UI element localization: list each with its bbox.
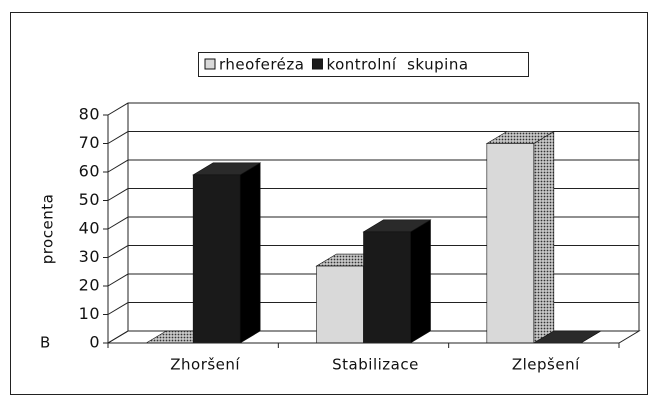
legend-box [198, 52, 529, 77]
y-tick-label: 60 [79, 162, 100, 181]
bar [485, 130, 555, 344]
x-tick-label: Zhoršení [170, 356, 240, 374]
bar-side [533, 130, 555, 344]
x-tick-label: Zlepšení [512, 356, 580, 374]
bar-front [486, 143, 535, 344]
y-tick-label: 10 [79, 304, 100, 323]
y-tick-label: 30 [79, 247, 100, 266]
legend-label: rheoferéza [219, 56, 304, 74]
y-tick-label: 0 [89, 333, 100, 352]
legend-swatch [204, 58, 216, 70]
bar [192, 162, 262, 344]
y-tick-label: 20 [79, 276, 100, 295]
legend-swatch [311, 58, 323, 70]
bar-front [192, 174, 241, 344]
bar-side [410, 219, 431, 344]
legend-label: kontrolní skupina [326, 56, 468, 74]
bar-front [316, 265, 364, 344]
y-tick-label: 50 [79, 190, 100, 209]
bar-side [239, 162, 261, 344]
y-tick-label: 80 [79, 105, 100, 124]
bar-front [363, 231, 411, 344]
bar [362, 219, 432, 344]
annotation: B [40, 334, 51, 352]
y-axis-label: procenta [39, 194, 57, 265]
y-tick-label: 40 [79, 219, 100, 238]
y-tick-label: 70 [79, 133, 100, 152]
x-tick-label: Stabilizace [332, 356, 419, 374]
